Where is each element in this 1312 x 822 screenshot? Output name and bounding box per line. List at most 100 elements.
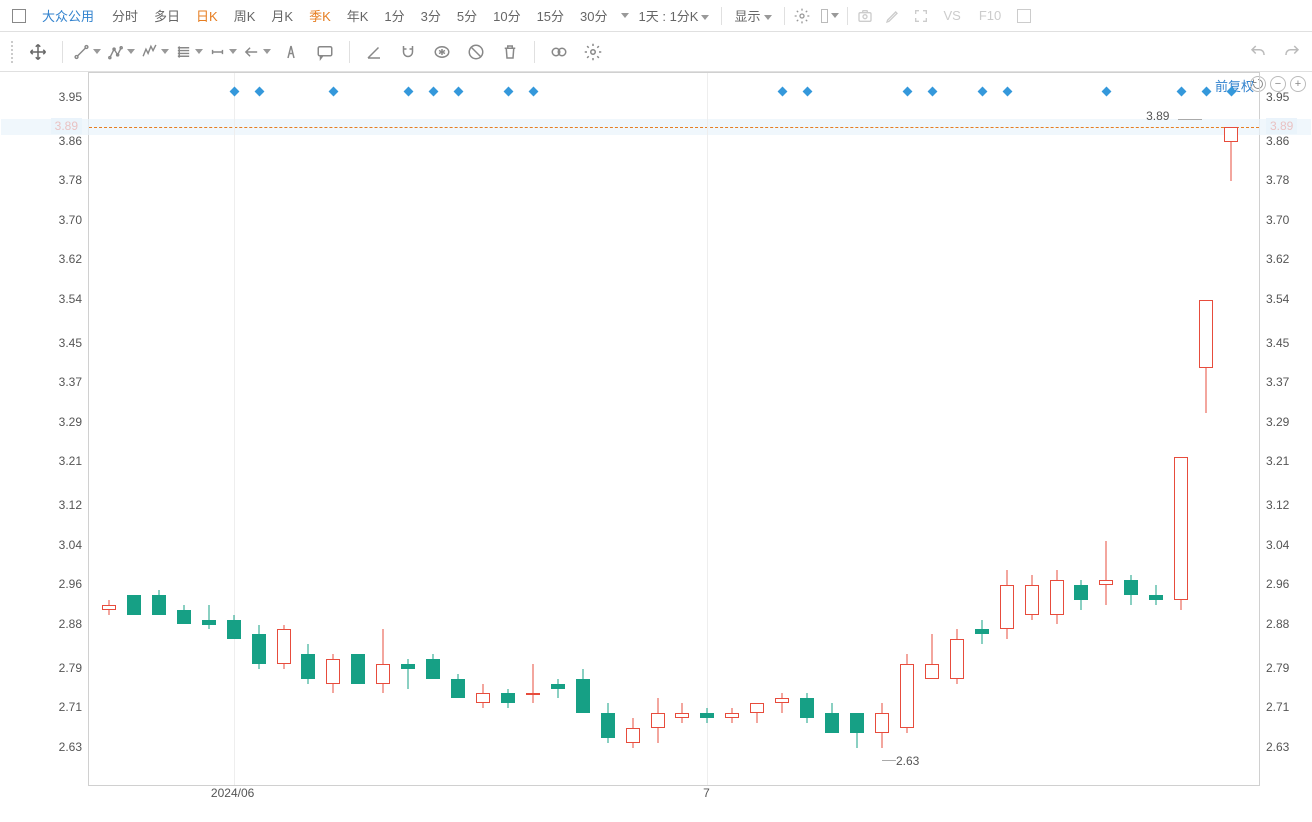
- dividend-marker-icon[interactable]: [1102, 86, 1112, 96]
- candlestick-plot[interactable]: 3.892.63: [88, 72, 1260, 786]
- dividend-marker-icon[interactable]: [803, 86, 813, 96]
- settings-gear-icon[interactable]: [793, 7, 811, 25]
- period-年K[interactable]: 年K: [339, 5, 377, 28]
- y-tick: 3.54: [59, 292, 82, 306]
- period-more-dropdown[interactable]: [621, 13, 629, 18]
- y-tick: 3.95: [59, 90, 82, 104]
- y-tick: 2.96: [59, 577, 82, 591]
- period-季K[interactable]: 季K: [301, 5, 339, 28]
- y-tick: 3.78: [59, 173, 82, 187]
- period-30分[interactable]: 30分: [572, 5, 615, 28]
- x-axis: 2024/06 7: [88, 786, 1260, 806]
- y-tick: 2.71: [1266, 700, 1289, 714]
- period-3分[interactable]: 3分: [413, 5, 449, 28]
- dividend-marker-icon[interactable]: [329, 86, 339, 96]
- y-tick: 3.70: [59, 213, 82, 227]
- fib-tool-icon[interactable]: [175, 38, 203, 66]
- y-tick: 3.45: [1266, 336, 1289, 350]
- period-15分[interactable]: 15分: [529, 5, 572, 28]
- y-tick: 3.29: [1266, 415, 1289, 429]
- trendline-tool-icon[interactable]: [73, 38, 101, 66]
- y-tick: 2.63: [1266, 740, 1289, 754]
- dividend-marker-icon[interactable]: [404, 86, 414, 96]
- wave-tool-icon[interactable]: [141, 38, 169, 66]
- delete-tool-icon[interactable]: [496, 38, 524, 66]
- dividend-marker-icon[interactable]: [254, 86, 264, 96]
- toolbar-periods: 大众公用 分时多日日K周K月K季K年K1分3分5分10分15分30分 1天 : …: [0, 0, 1312, 32]
- y-tick: 3.29: [59, 415, 82, 429]
- pencil-icon[interactable]: [884, 7, 902, 25]
- display-dropdown[interactable]: 显示: [726, 2, 779, 29]
- panel-toggle-icon[interactable]: [1015, 7, 1033, 25]
- dividend-marker-icon[interactable]: [229, 86, 239, 96]
- dividend-marker-icon[interactable]: [454, 86, 464, 96]
- toolbar-drawing: [0, 32, 1312, 72]
- stock-name[interactable]: 大众公用: [34, 2, 102, 29]
- dividend-marker-icon[interactable]: [429, 86, 439, 96]
- y-tick: 3.62: [59, 252, 82, 266]
- shape-tool-icon[interactable]: [107, 38, 135, 66]
- y-tick: 2.88: [59, 617, 82, 631]
- period-5分[interactable]: 5分: [449, 5, 485, 28]
- angle-tool-icon[interactable]: [360, 38, 388, 66]
- y-tick: 3.21: [59, 454, 82, 468]
- gridline: [707, 73, 708, 786]
- dividend-marker-icon[interactable]: [1227, 86, 1237, 96]
- y-tick: 2.79: [59, 661, 82, 675]
- period-10分[interactable]: 10分: [485, 5, 528, 28]
- dividend-marker-icon[interactable]: [927, 86, 937, 96]
- y-tick: 2.96: [1266, 577, 1289, 591]
- period-多日[interactable]: 多日: [146, 5, 188, 28]
- dividend-marker-icon[interactable]: [1202, 86, 1212, 96]
- y-axis-left: 3.953.893.863.783.703.623.543.453.373.29…: [0, 72, 88, 822]
- range-tool-icon[interactable]: [209, 38, 237, 66]
- period-周K[interactable]: 周K: [226, 5, 264, 28]
- f10-button[interactable]: F10: [971, 4, 1009, 27]
- layout-icon[interactable]: [10, 7, 28, 25]
- vs-button[interactable]: VS: [936, 4, 969, 27]
- y-tick: 3.04: [1266, 538, 1289, 552]
- x-tick: 2024/06: [211, 786, 254, 800]
- chart-area: 前复权 − + 3.953.893.863.783.703.623.543.45…: [0, 72, 1312, 822]
- dividend-marker-icon[interactable]: [1177, 86, 1187, 96]
- undo-icon[interactable]: [1244, 38, 1272, 66]
- gridline: [234, 73, 235, 786]
- low-callout: 2.63: [896, 754, 919, 768]
- x-tick: 7: [703, 786, 710, 800]
- lock-tool-icon[interactable]: [428, 38, 456, 66]
- arrow-tool-icon[interactable]: [243, 38, 271, 66]
- link-tool-icon[interactable]: [545, 38, 573, 66]
- y-tick: 2.79: [1266, 661, 1289, 675]
- drag-grip-icon[interactable]: [6, 41, 18, 63]
- period-日K[interactable]: 日K: [188, 5, 226, 28]
- last-price-line: [89, 127, 1259, 128]
- square-dropdown-icon[interactable]: [821, 7, 839, 25]
- y-tick: 3.37: [59, 375, 82, 389]
- y-tick: 3.12: [1266, 498, 1289, 512]
- dividend-marker-icon[interactable]: [1002, 86, 1012, 96]
- y-tick: 2.88: [1266, 617, 1289, 631]
- y-tick: 2.71: [59, 700, 82, 714]
- magnet-tool-icon[interactable]: [394, 38, 422, 66]
- y-tick: 3.70: [1266, 213, 1289, 227]
- period-1分[interactable]: 1分: [376, 5, 412, 28]
- dividend-marker-icon[interactable]: [902, 86, 912, 96]
- move-tool-icon[interactable]: [24, 38, 52, 66]
- y-tick: 3.45: [59, 336, 82, 350]
- tool-settings-icon[interactable]: [579, 38, 607, 66]
- hide-tool-icon[interactable]: [462, 38, 490, 66]
- dividend-marker-icon[interactable]: [503, 86, 513, 96]
- period-分时[interactable]: 分时: [104, 5, 146, 28]
- dividend-marker-icon[interactable]: [977, 86, 987, 96]
- fullscreen-icon[interactable]: [912, 7, 930, 25]
- dividend-marker-icon[interactable]: [528, 86, 538, 96]
- y-tick: 3.95: [1266, 90, 1289, 104]
- y-tick: 3.78: [1266, 173, 1289, 187]
- comment-tool-icon[interactable]: [311, 38, 339, 66]
- text-tool-icon[interactable]: [277, 38, 305, 66]
- dividend-marker-icon[interactable]: [778, 86, 788, 96]
- period-月K[interactable]: 月K: [263, 5, 301, 28]
- redo-icon[interactable]: [1278, 38, 1306, 66]
- custom-period[interactable]: 1天 : 1分K: [631, 2, 718, 29]
- camera-icon[interactable]: [856, 7, 874, 25]
